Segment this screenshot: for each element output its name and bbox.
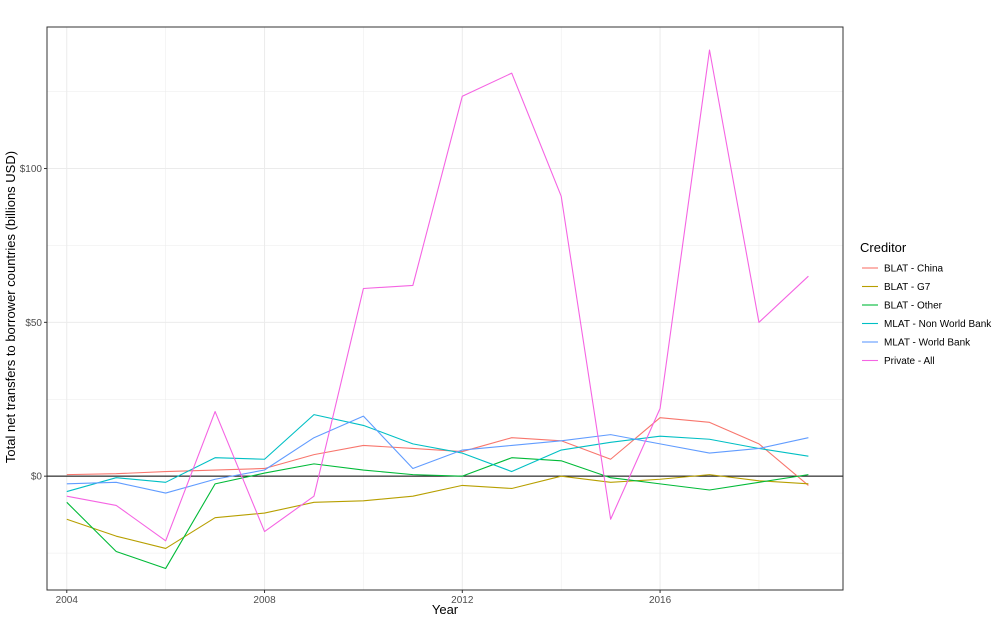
panel-background	[47, 27, 843, 590]
x-tick-label: 2008	[253, 595, 276, 606]
plot-panel	[47, 27, 843, 590]
legend-label: BLAT - G7	[884, 282, 931, 293]
axes: $0 $50 $100 2004 2008 2012 2016	[20, 164, 672, 606]
legend: Creditor BLAT - China BLAT - G7 BLAT - Oth…	[860, 240, 992, 367]
series-line	[66, 415, 809, 494]
legend-items: BLAT - China BLAT - G7 BLAT - Other MLAT - …	[862, 264, 992, 367]
series-line	[66, 474, 809, 550]
legend-label: Private - All	[884, 356, 935, 367]
legend-title: Creditor	[860, 240, 907, 255]
x-tick-label: 2016	[649, 595, 672, 606]
y-tick-label: $0	[31, 472, 43, 483]
legend-label: MLAT - Non World Bank	[884, 319, 992, 330]
x-tick-label: 2012	[451, 595, 474, 606]
panel-border-rect	[46, 26, 844, 591]
legend-label: BLAT - China	[884, 264, 944, 275]
panel-border	[46, 26, 844, 591]
x-axis-title: Year	[432, 602, 459, 617]
series-line	[66, 417, 809, 486]
y-tick-label: $100	[20, 164, 43, 175]
x-tick-label: 2004	[56, 595, 79, 606]
series-line	[66, 457, 809, 570]
legend-label: BLAT - Other	[884, 301, 943, 312]
series-line	[66, 49, 809, 542]
series-line	[66, 414, 809, 493]
y-axis-title: Total net transfers to borrower countrie…	[3, 151, 18, 463]
legend-label: MLAT - World Bank	[884, 338, 971, 349]
series-lines	[66, 49, 809, 570]
y-tick-label: $50	[25, 318, 42, 329]
